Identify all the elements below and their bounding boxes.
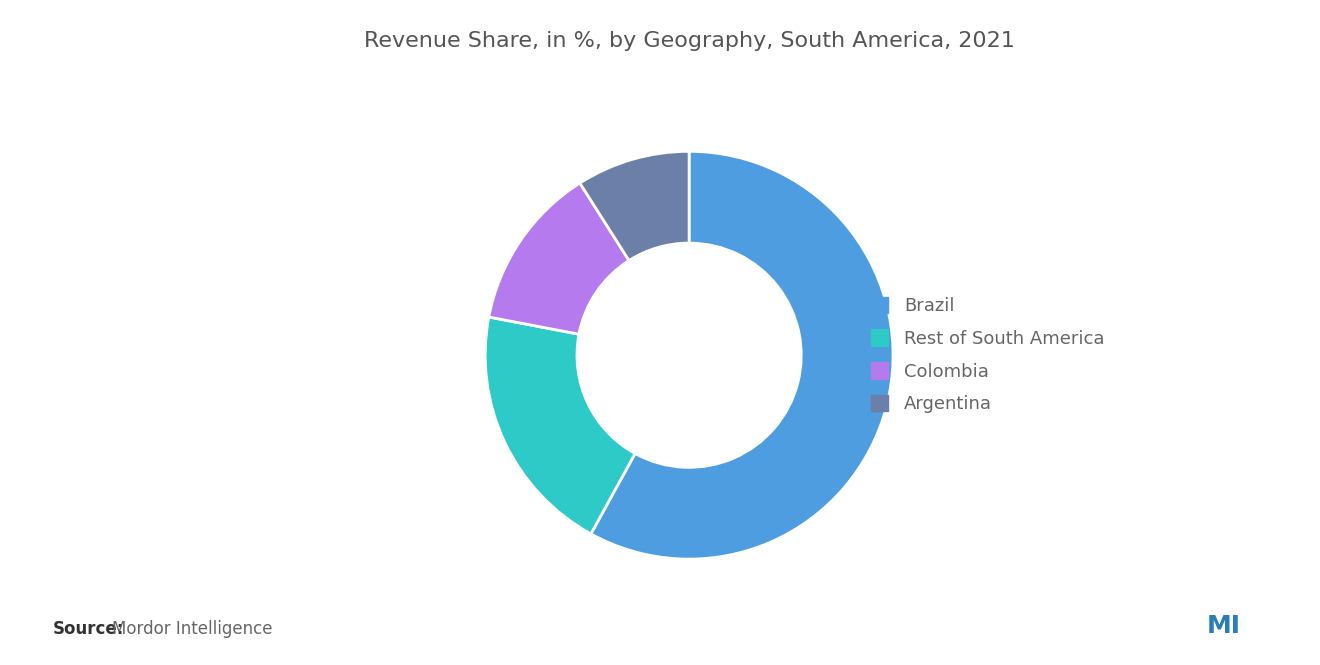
Legend: Brazil, Rest of South America, Colombia, Argentina: Brazil, Rest of South America, Colombia,… xyxy=(862,288,1113,422)
Wedge shape xyxy=(591,152,894,559)
Wedge shape xyxy=(579,152,689,261)
Text: MI: MI xyxy=(1206,614,1241,638)
Wedge shape xyxy=(488,183,630,334)
Text: Source:: Source: xyxy=(53,620,124,638)
Title: Revenue Share, in %, by Geography, South America, 2021: Revenue Share, in %, by Geography, South… xyxy=(364,31,1015,51)
Text: Mordor Intelligence: Mordor Intelligence xyxy=(112,620,273,638)
Wedge shape xyxy=(486,317,635,534)
